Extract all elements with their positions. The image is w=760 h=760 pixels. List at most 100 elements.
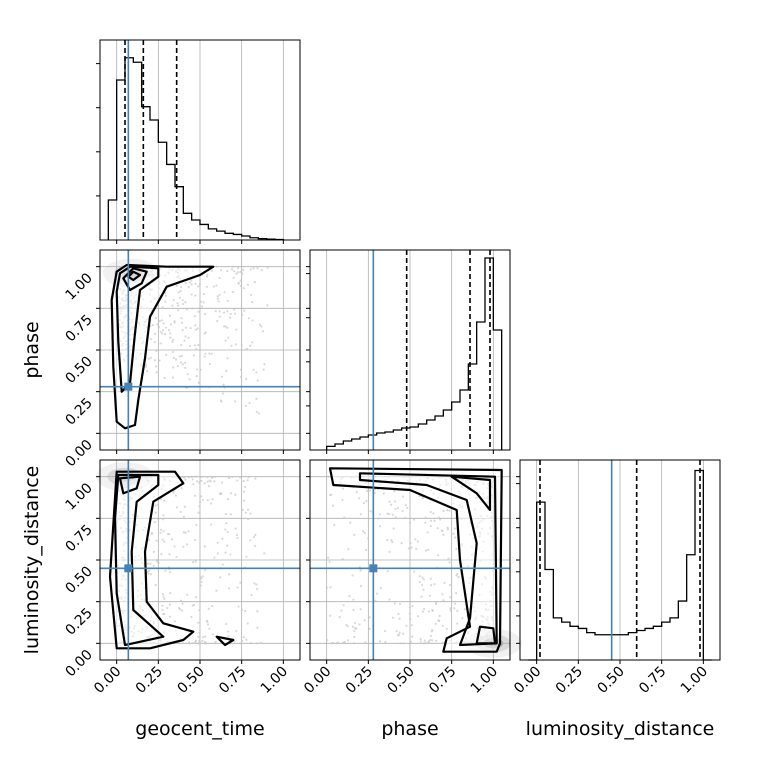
sample-point xyxy=(204,312,207,316)
xtick-label: 0.00 xyxy=(91,664,124,697)
sample-point xyxy=(226,530,229,534)
sample-point xyxy=(235,272,238,275)
sample-point xyxy=(437,516,440,519)
sample-point xyxy=(190,279,193,282)
sample-point xyxy=(223,291,226,294)
sample-point xyxy=(331,504,335,507)
sample-point xyxy=(363,531,366,535)
sample-point xyxy=(203,482,206,485)
sample-point xyxy=(388,513,391,516)
sample-point xyxy=(424,521,427,524)
sample-point xyxy=(461,617,464,620)
sample-point xyxy=(253,582,256,585)
sample-point xyxy=(216,295,220,298)
sample-point xyxy=(179,510,182,513)
sample-point xyxy=(159,330,162,334)
sample-point xyxy=(221,481,224,484)
sample-point xyxy=(230,344,233,347)
sample-point xyxy=(401,495,404,498)
sample-point xyxy=(170,538,174,541)
sample-point xyxy=(246,479,249,482)
sample-point xyxy=(239,642,243,645)
sample-point xyxy=(455,592,458,595)
sample-point xyxy=(411,604,414,608)
sample-point xyxy=(185,543,189,546)
sample-point xyxy=(429,638,432,642)
sample-point xyxy=(388,550,391,553)
sample-point xyxy=(442,509,445,512)
sample-point xyxy=(179,361,183,364)
sample-point xyxy=(448,509,451,512)
xlabel-phase: phase xyxy=(381,718,438,740)
sample-point xyxy=(206,623,210,626)
sample-point xyxy=(162,514,165,517)
sample-point xyxy=(156,558,159,561)
sample-point xyxy=(418,580,421,584)
sample-point xyxy=(336,641,339,644)
sample-point xyxy=(233,312,237,315)
sample-point xyxy=(199,584,202,587)
sample-point xyxy=(251,319,254,322)
contour-level xyxy=(450,475,492,512)
sample-point xyxy=(198,282,201,286)
sample-point xyxy=(228,476,231,480)
sample-point xyxy=(446,509,449,512)
sample-point xyxy=(224,339,227,342)
sample-point xyxy=(156,503,159,507)
sample-point xyxy=(426,531,429,534)
sample-point xyxy=(412,518,415,521)
sample-point xyxy=(163,597,166,600)
sample-point xyxy=(210,523,213,526)
sample-point xyxy=(162,612,165,616)
sample-point xyxy=(403,516,407,520)
sample-point xyxy=(247,518,250,521)
contour-level xyxy=(118,475,142,495)
sample-point xyxy=(341,487,345,490)
sample-point xyxy=(190,293,193,296)
sample-point xyxy=(199,368,202,371)
sample-point xyxy=(164,291,167,295)
sample-point xyxy=(161,608,164,611)
sample-point xyxy=(247,317,250,320)
sample-point xyxy=(346,639,349,642)
truth-marker xyxy=(369,564,378,573)
sample-point xyxy=(255,371,258,374)
sample-point xyxy=(195,480,199,483)
sample-point xyxy=(345,623,348,626)
sample-point xyxy=(400,541,403,545)
sample-point xyxy=(243,609,247,613)
sample-point xyxy=(197,642,201,645)
sample-point xyxy=(241,508,244,512)
sample-point xyxy=(198,505,201,508)
sample-point xyxy=(409,640,413,643)
sample-point xyxy=(449,583,452,587)
sample-point xyxy=(159,528,163,531)
sample-point xyxy=(410,624,413,627)
sample-point xyxy=(249,268,252,271)
sample-point xyxy=(162,530,165,533)
xtick-label: 0.25 xyxy=(553,664,586,697)
sample-point xyxy=(394,516,397,519)
sample-point xyxy=(365,548,368,552)
sample-point xyxy=(157,326,161,329)
sample-point xyxy=(252,368,255,371)
sample-point xyxy=(446,528,450,531)
sample-point xyxy=(445,627,448,630)
sample-point xyxy=(390,539,393,542)
sample-point xyxy=(226,357,229,360)
sample-point xyxy=(224,325,227,328)
sample-point xyxy=(431,609,434,612)
ylabel-luminosity-distance: luminosity_distance xyxy=(21,466,43,655)
sample-point xyxy=(215,265,218,268)
sample-point xyxy=(378,640,382,643)
sample-point xyxy=(177,304,180,307)
sample-point xyxy=(242,636,245,639)
sample-point xyxy=(220,492,223,495)
sample-point xyxy=(173,545,176,548)
sample-point xyxy=(327,475,330,478)
sample-point xyxy=(191,307,194,310)
sample-point xyxy=(168,615,172,618)
sample-point xyxy=(430,519,433,522)
sample-point xyxy=(194,324,197,327)
sample-point xyxy=(197,285,200,288)
